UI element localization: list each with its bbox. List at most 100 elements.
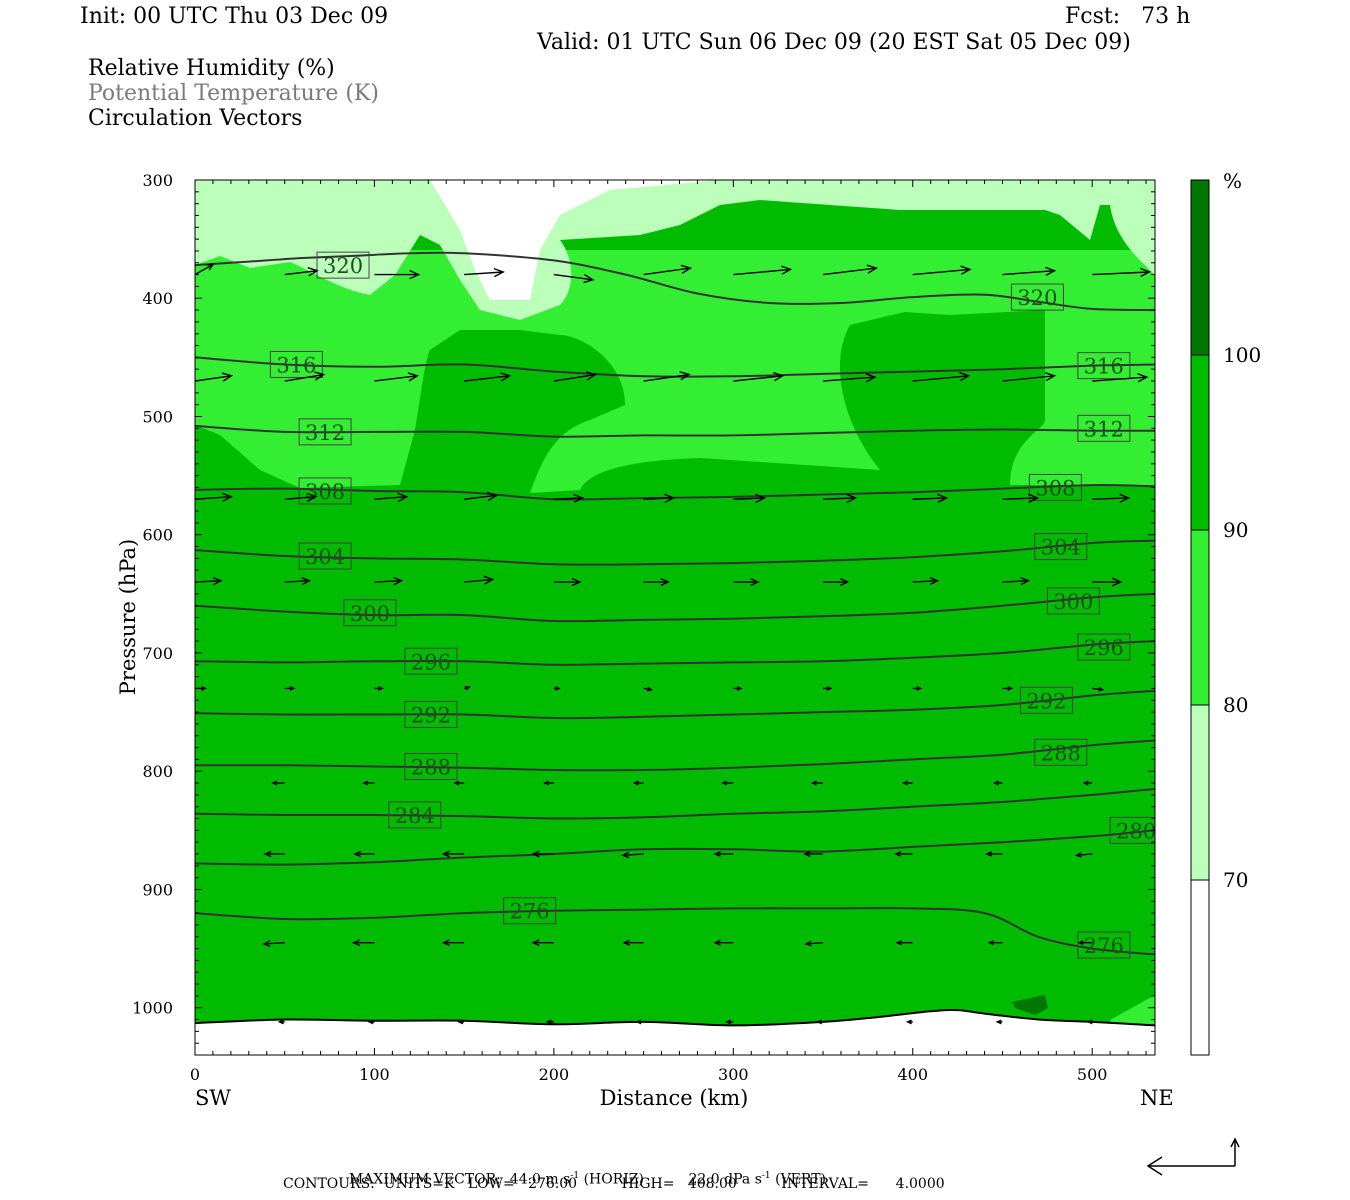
theta-label-316: 316 — [269, 350, 323, 378]
vector-shaft — [284, 580, 310, 583]
vector-head — [307, 267, 319, 277]
vector-head — [679, 371, 691, 381]
theta-label-box — [388, 801, 442, 829]
vector-arrow — [713, 850, 734, 858]
theta-contour-280 — [195, 829, 1155, 866]
vector-head — [985, 851, 992, 857]
colorbar-bin-90-100 — [1191, 355, 1209, 530]
theta-label-box — [1019, 686, 1073, 714]
vector-head — [441, 939, 450, 947]
vector-head — [810, 780, 817, 786]
x-tick-label: 200 — [539, 1065, 570, 1084]
rh-100-cell — [1012, 995, 1048, 1015]
y-tick-label: 700 — [142, 644, 173, 663]
vector-head — [905, 1019, 912, 1025]
vector-arrow — [463, 685, 472, 691]
theta-label-288: 288 — [404, 752, 458, 780]
theta-contour-308 — [195, 484, 1155, 501]
vector-shaft — [464, 494, 497, 500]
x-end-label-left: SW — [195, 1086, 231, 1110]
theta-label-304: 304 — [298, 542, 352, 570]
vector-arrow — [464, 491, 499, 502]
vector-head — [780, 265, 793, 275]
vector-shaft — [195, 580, 222, 583]
vector-head — [995, 1019, 1002, 1025]
vector-arrow — [823, 685, 833, 691]
vector-head — [1044, 372, 1057, 382]
vector-arrow — [284, 577, 312, 586]
vector-arrow — [823, 493, 858, 504]
vector-arrow — [374, 269, 421, 280]
theta-label-box — [404, 752, 458, 780]
vector-shaft — [284, 269, 318, 276]
theta-contour-292 — [195, 689, 1155, 720]
vector-head — [721, 780, 728, 786]
vector-head — [1139, 267, 1152, 278]
max-vector-line: MAXIMUM VECTOR: 44.0 m s-1 (HORIZ) 22.0 … — [340, 1158, 826, 1187]
vector-shaft — [464, 578, 493, 583]
colorbar-bin-70-80 — [1191, 705, 1209, 880]
vector-arrow — [1086, 1019, 1093, 1025]
theta-label-text: 296 — [1084, 636, 1124, 660]
vector-head — [554, 685, 561, 691]
vector-shaft — [822, 267, 877, 276]
vector-arrow — [643, 371, 691, 382]
vector-arrow — [643, 264, 693, 276]
vector-arrow — [1002, 685, 1014, 691]
theta-label-text: 276 — [510, 900, 550, 924]
vector-shaft — [553, 497, 583, 500]
vector-head — [1119, 493, 1131, 503]
vector-arrow — [804, 940, 824, 947]
vector-arrow — [284, 685, 296, 691]
vector-shaft — [374, 375, 418, 382]
vector-arrow — [441, 850, 465, 858]
vector-head — [262, 940, 271, 948]
theta-label-box — [503, 897, 557, 925]
vector-head — [895, 939, 903, 946]
vector-head — [1111, 577, 1123, 587]
vector-arrow — [362, 780, 375, 786]
field-label-rh: Relative Humidity (%) — [88, 56, 335, 81]
x-tick-label: 0 — [190, 1065, 200, 1084]
vector-head — [221, 372, 234, 382]
vector-head — [736, 685, 743, 691]
theta-contour-288 — [195, 739, 1155, 772]
vector-arrow — [553, 371, 598, 382]
theta-label-text: 292 — [411, 703, 451, 727]
vector-head — [1074, 852, 1082, 858]
theta-label-box — [316, 251, 370, 279]
colorbar-label-100: 100 — [1223, 343, 1261, 367]
vector-arrow — [713, 939, 734, 946]
vector-arrow — [441, 939, 465, 947]
vector-arrow — [374, 576, 404, 586]
colorbar-bin-below-70 — [1191, 880, 1209, 1055]
vector-arrow — [262, 940, 285, 948]
vector-arrow — [453, 780, 465, 786]
reference-vector-icon — [1146, 1137, 1240, 1176]
vector-arrow — [553, 577, 582, 587]
vector-arrow — [464, 575, 495, 585]
vector-shaft — [1002, 375, 1055, 382]
vector-arrow — [1092, 577, 1123, 587]
vector-head — [1020, 576, 1031, 586]
vector-arrow — [543, 780, 554, 786]
vector-shaft — [374, 495, 407, 500]
vector-arrow — [816, 1019, 824, 1025]
vector-head — [573, 493, 585, 503]
vector-head — [773, 372, 785, 382]
vector-head — [635, 1019, 642, 1025]
vector-arrow — [1002, 372, 1057, 382]
vector-arrow — [531, 850, 554, 858]
theta-label-308: 308 — [298, 477, 352, 505]
theta-label-box — [1028, 473, 1082, 501]
vector-arrow — [733, 493, 767, 504]
theta-label-box — [343, 599, 397, 627]
vector-shaft — [823, 497, 856, 500]
theta-contour-320 — [195, 251, 1155, 312]
vector-arrow — [464, 372, 512, 382]
vector-arrow — [263, 850, 285, 858]
theta-label-box — [298, 542, 352, 570]
vector-head — [457, 1019, 464, 1025]
y-tick-label: 500 — [142, 407, 173, 426]
vector-arrow — [545, 1019, 554, 1025]
